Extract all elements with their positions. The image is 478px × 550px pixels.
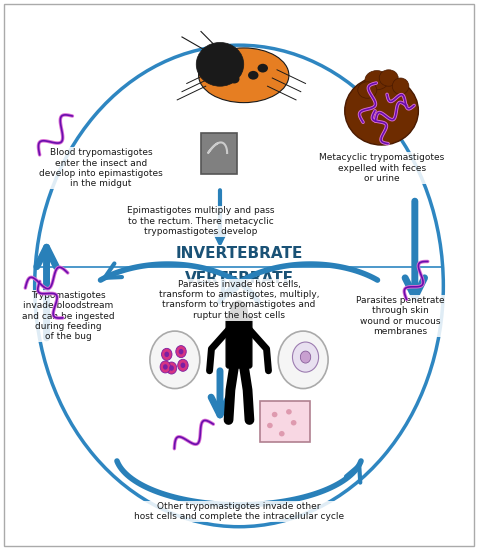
Ellipse shape (150, 331, 200, 388)
Ellipse shape (34, 45, 444, 527)
Ellipse shape (345, 76, 418, 145)
Ellipse shape (166, 362, 177, 374)
Ellipse shape (379, 70, 398, 86)
Ellipse shape (196, 42, 244, 86)
FancyBboxPatch shape (201, 133, 237, 174)
Ellipse shape (267, 423, 273, 428)
Text: Epimastigotes multiply and pass
to the rectum. There metacyclic
trypomastigotes : Epimastigotes multiply and pass to the r… (127, 206, 275, 236)
Ellipse shape (272, 412, 278, 417)
FancyBboxPatch shape (226, 316, 252, 368)
Ellipse shape (181, 362, 185, 368)
Text: Other trypomastigotes invade other
host cells and complete the intracellular cyc: Other trypomastigotes invade other host … (134, 502, 344, 521)
Text: VERTEBRATE: VERTEBRATE (185, 271, 293, 287)
Text: Metacyclic trypomastigotes
expelled with feces
or urine: Metacyclic trypomastigotes expelled with… (319, 153, 444, 183)
Ellipse shape (160, 361, 171, 373)
Text: Parasites penetrate
through skin
wound or mucous
membranes: Parasites penetrate through skin wound o… (356, 296, 445, 336)
Ellipse shape (300, 351, 311, 363)
Ellipse shape (230, 300, 248, 327)
Ellipse shape (392, 78, 409, 95)
Ellipse shape (169, 365, 174, 371)
Ellipse shape (229, 75, 239, 84)
Ellipse shape (278, 331, 328, 388)
Ellipse shape (163, 364, 168, 370)
Ellipse shape (179, 349, 184, 354)
Ellipse shape (219, 67, 230, 76)
Ellipse shape (198, 48, 289, 103)
Text: INVERTEBRATE: INVERTEBRATE (175, 246, 303, 261)
Ellipse shape (286, 409, 292, 415)
Ellipse shape (248, 71, 259, 80)
Text: Parasites invade host cells,
transform to amastigotes, multiply,
transform to tr: Parasites invade host cells, transform t… (159, 279, 319, 320)
Ellipse shape (291, 420, 296, 426)
Text: Trypomastigotes
invade bloodstream
and can be ingested
during feeding
of the bug: Trypomastigotes invade bloodstream and c… (22, 291, 114, 342)
Ellipse shape (162, 348, 172, 360)
Ellipse shape (176, 345, 186, 358)
FancyBboxPatch shape (261, 401, 310, 442)
Ellipse shape (365, 70, 389, 90)
Text: Blood trypomastigotes
enter the insect and
develop into epimastigotes
in the mid: Blood trypomastigotes enter the insect a… (39, 148, 163, 189)
Ellipse shape (258, 64, 268, 73)
Ellipse shape (178, 359, 188, 371)
Ellipse shape (279, 431, 284, 437)
Ellipse shape (293, 342, 319, 372)
Ellipse shape (164, 351, 169, 357)
Ellipse shape (358, 82, 377, 98)
